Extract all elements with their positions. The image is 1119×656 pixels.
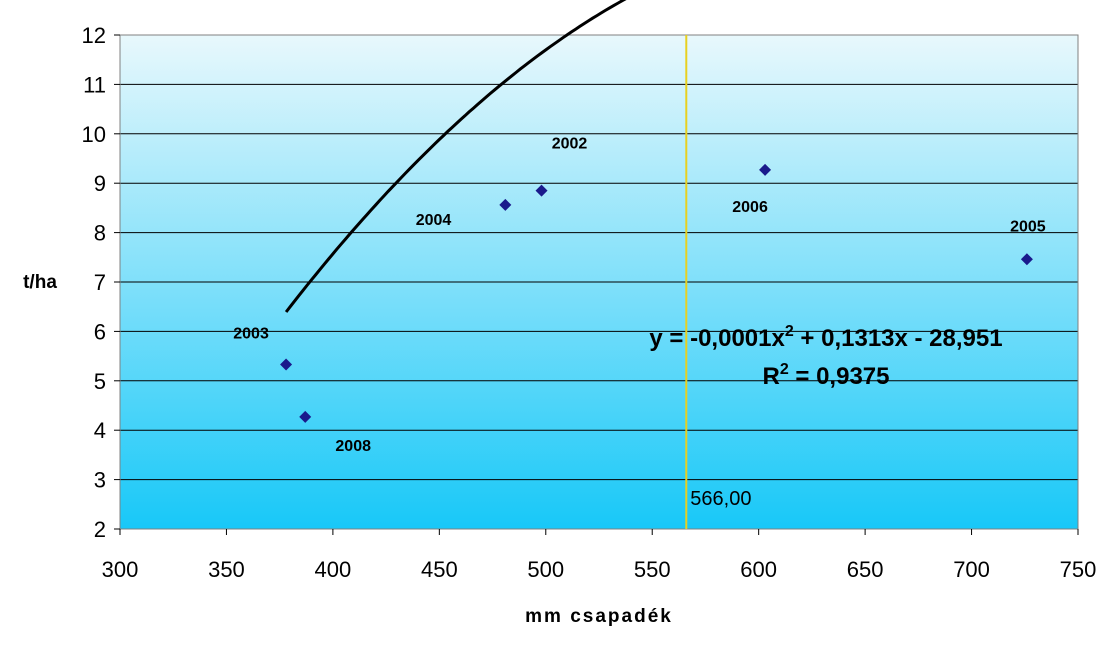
y-tick-label: 6 [94, 319, 106, 344]
y-tick-label: 8 [94, 221, 106, 246]
reference-line-label: 566,00 [690, 488, 751, 510]
x-tick-label: 500 [527, 557, 564, 582]
data-point-2006 [759, 163, 772, 176]
y-tick-label: 7 [94, 270, 106, 295]
y-tick-label: 5 [94, 369, 106, 394]
data-point-2003 [280, 358, 293, 371]
data-point-2002 [535, 184, 548, 197]
y-tick-label: 2 [94, 517, 106, 542]
y-tick-label: 9 [94, 171, 106, 196]
data-point-2005 [1020, 253, 1033, 266]
y-tick-label: 3 [94, 468, 106, 493]
data-point-2004 [499, 198, 512, 211]
data-points: 2002 2003 2004 2005 2006 2008 [233, 136, 1046, 455]
y-tick-label: 10 [82, 122, 106, 147]
y-axis-title: t/ha [23, 272, 57, 293]
x-tick-label: 300 [102, 557, 139, 582]
point-label-2003: 2003 [233, 325, 269, 342]
x-tick-label: 600 [740, 557, 777, 582]
x-tick-label: 550 [634, 557, 671, 582]
y-tick-label: 11 [83, 72, 106, 97]
x-axis-title: mm csapadék [525, 606, 673, 627]
point-label-2006: 2006 [732, 199, 768, 216]
r-squared: R2 = 0,9375 [762, 361, 889, 390]
reference-line-group: 566,00 [685, 35, 751, 529]
point-label-2004: 2004 [416, 212, 452, 229]
x-tick-label: 350 [208, 557, 245, 582]
point-label-2008: 2008 [335, 438, 371, 455]
x-axis-ticks: 300 350 400 450 500 550 600 650 700 750 [102, 529, 1097, 582]
x-tick-label: 450 [421, 557, 458, 582]
trend-equation: y = -0,0001x2 + 0,1313x - 28,951 [649, 323, 1002, 352]
gridlines [120, 83, 1078, 481]
trendline [284, 0, 627, 313]
y-axis-ticks: 2 3 4 5 6 7 8 9 10 11 12 [82, 23, 120, 542]
x-tick-label: 400 [315, 557, 352, 582]
y-tick-label: 4 [94, 418, 106, 443]
point-label-2005: 2005 [1010, 218, 1046, 235]
data-point-2008 [299, 410, 312, 423]
x-tick-label: 750 [1060, 557, 1097, 582]
x-tick-label: 700 [953, 557, 990, 582]
x-tick-label: 650 [847, 557, 884, 582]
y-tick-label: 12 [82, 23, 106, 48]
point-label-2002: 2002 [552, 136, 588, 153]
